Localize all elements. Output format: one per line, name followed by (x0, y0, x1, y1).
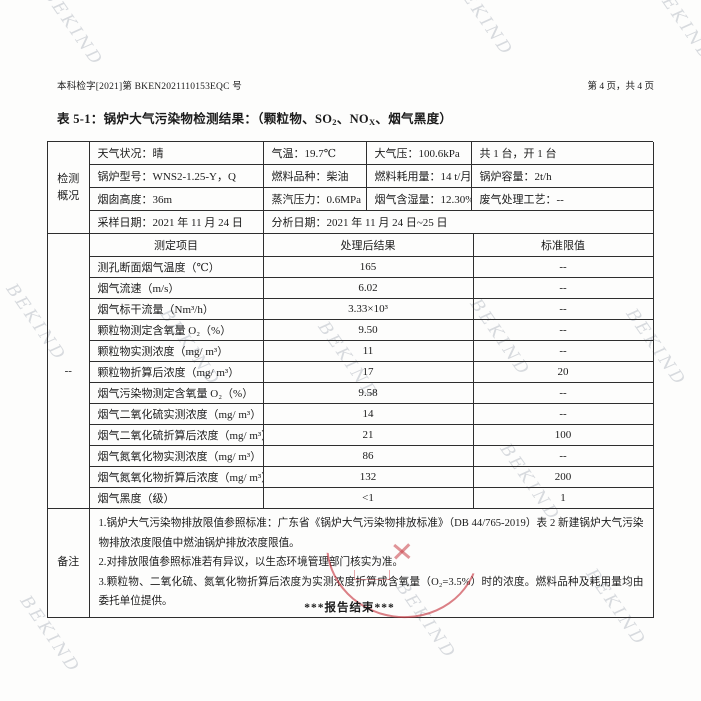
report-table: 检测 概况 天气状况：晴 气温：19.7℃ 大气压：100.6kPa 共 1 台，… (47, 141, 654, 618)
remarks-text: 1.锅炉大气污染物排放限值参照标准：广东省《锅炉大气污染物排放标准》（DB 44… (89, 509, 654, 618)
limit-cell: -- (473, 445, 654, 467)
table-row: 烟气黑度（级） <1 1 (48, 487, 654, 509)
col-header-limit: 标准限值 (473, 234, 654, 257)
doc-number: 本科检字[2021]第 BKEN2021110153EQC 号 (57, 82, 242, 92)
chimney-height-cell: 烟囱高度：36m (89, 187, 264, 211)
limit-cell: -- (473, 340, 654, 362)
limit-cell: 20 (473, 361, 654, 383)
steam-pressure-cell: 蒸汽压力：0.6MPa (263, 187, 367, 211)
item-cell: 烟气二氧化硫折算后浓度（mg/ m³） (89, 424, 264, 446)
table-row: 烟气二氧化硫实测浓度（mg/ m³） 14 -- (48, 403, 654, 425)
pressure-cell: 大气压：100.6kPa (366, 142, 472, 165)
table-row: 烟气氮氧化物实测浓度（mg/ m³） 86 -- (48, 445, 654, 467)
item-cell: 测孔断面烟气温度（℃） (89, 256, 264, 278)
remarks-table: 备注 1.锅炉大气污染物排放限值参照标准：广东省《锅炉大气污染物排放标准》（DB… (48, 509, 654, 618)
weather-cell: 天气状况：晴 (89, 142, 264, 165)
limit-cell: 1 (473, 487, 654, 509)
limit-cell: 200 (473, 466, 654, 488)
item-cell: 烟气二氧化硫实测浓度（mg/ m³） (89, 403, 264, 425)
col-header-result: 处理后结果 (263, 234, 474, 257)
nox-subscript: X (368, 117, 376, 127)
result-cell: 21 (263, 424, 474, 446)
limit-cell: 100 (473, 424, 654, 446)
results-table: -- 测定项目 处理后结果 标准限值 测孔断面烟气温度（℃） 165 -- 烟气流速… (48, 234, 654, 509)
table-row: 颗粒物测定含氧量 O₂（%） 9.50 -- (48, 319, 654, 341)
table-row: 烟气流速（m/s） 6.02 -- (48, 277, 654, 299)
item-cell: 烟气流速（m/s） (89, 277, 264, 299)
table-row: 烟气标干流量（Nm³/h） 3.33×10³ -- (48, 298, 654, 320)
sampling-date-cell: 采样日期：2021 年 11 月 24 日 (89, 210, 264, 234)
item-cell: 烟气黑度（级） (89, 487, 264, 509)
overview-section-label: 检测 概况 (48, 142, 90, 234)
result-cell: 9.50 (263, 319, 474, 341)
item-cell: 烟气氮氧化物实测浓度（mg/ m³） (89, 445, 264, 467)
table-row: 备注 1.锅炉大气污染物排放限值参照标准：广东省《锅炉大气污染物排放标准》（DB… (48, 509, 654, 618)
item-cell: 烟气标干流量（Nm³/h） (89, 298, 264, 320)
result-cell: 14 (263, 403, 474, 425)
table-row: 烟气氮氧化物折算后浓度（mg/ m³） 132 200 (48, 466, 654, 488)
treatment-process-cell: 废气处理工艺：-- (471, 187, 654, 211)
result-cell: 3.33×10³ (263, 298, 474, 320)
item-cell: 颗粒物折算后浓度（mg/ m³） (89, 361, 264, 383)
table-row: 检测 概况 天气状况：晴 气温：19.7℃ 大气压：100.6kPa 共 1 台，… (48, 142, 654, 234)
table-title-text: 表 5-1：锅炉大气污染物检测结果：（颗粒物、SO (57, 112, 333, 126)
boiler-capacity-cell: 锅炉容量：2t/h (471, 164, 654, 188)
table-title: 表 5-1：锅炉大气污染物检测结果：（颗粒物、SO2、NOX、烟气黑度） (57, 108, 452, 127)
result-cell: 86 (263, 445, 474, 467)
table-header-row: -- 测定项目 处理后结果 标准限值 (48, 234, 654, 509)
units-count-cell: 共 1 台，开 1 台 (471, 142, 654, 165)
remark-line: 3.颗粒物、二氧化硫、氮氧化物折算后浓度为实测浓度折算成含氧量（O₂=3.5%）… (98, 576, 644, 608)
table-title-text: 、烟气黑度） (375, 112, 453, 126)
page-number: 第 4 页，共 4 页 (587, 82, 654, 92)
overview-table: 检测 概况 天气状况：晴 气温：19.7℃ 大气压：100.6kPa 共 1 台，… (48, 142, 654, 234)
limit-cell: -- (473, 256, 654, 278)
table-row: 测孔断面烟气温度（℃） 165 -- (48, 256, 654, 278)
table-row: 颗粒物折算后浓度（mg/ m³） 17 20 (48, 361, 654, 383)
remark-line: 1.锅炉大气污染物排放限值参照标准：广东省《锅炉大气污染物排放标准》（DB 44… (98, 518, 644, 549)
result-cell: 6.02 (263, 277, 474, 299)
fuel-type-cell: 燃料品种：柴油 (263, 164, 367, 188)
limit-cell: -- (473, 403, 654, 425)
bekind-watermark: BEKIND (38, 0, 108, 71)
table-row: 烟囱高度：36m 蒸汽压力：0.6MPa 烟气含湿量：12.30% 废气处理工艺… (48, 187, 654, 211)
limit-cell: -- (473, 277, 654, 299)
boiler-model-cell: 锅炉型号：WNS2-1.25-Y，Q (89, 164, 264, 188)
fuel-consumption-cell: 燃料耗用量：14 t/月 (366, 164, 472, 188)
result-cell: 132 (263, 466, 474, 488)
result-cell: 9.58 (263, 382, 474, 404)
table-title-text: 、NO (336, 112, 369, 126)
so2-subscript: 2 (332, 117, 337, 127)
remark-line: 2.对排放限值参照标准若有异议，以生态环境管理部门核实为准。 (98, 557, 404, 568)
table-row: 锅炉型号：WNS2-1.25-Y，Q 燃料品种：柴油 燃料耗用量：14 t/月 … (48, 164, 654, 188)
bekind-watermark: BEKIND (448, 0, 518, 61)
result-cell: 17 (263, 361, 474, 383)
analysis-date-cell: 分析日期：2021 年 11 月 24 日~25 日 (263, 210, 654, 234)
limit-cell: -- (473, 382, 654, 404)
limit-cell: -- (473, 319, 654, 341)
item-cell: 烟气污染物测定含氧量 O₂（%） (89, 382, 264, 404)
table-row: 烟气污染物测定含氧量 O₂（%） 9.58 -- (48, 382, 654, 404)
table-row: 烟气二氧化硫折算后浓度（mg/ m³） 21 100 (48, 424, 654, 446)
bekind-watermark: BEKIND (648, 0, 701, 66)
table-row: 采样日期：2021 年 11 月 24 日 分析日期：2021 年 11 月 2… (48, 210, 654, 234)
limit-cell: -- (473, 298, 654, 320)
item-cell: 烟气氮氧化物折算后浓度（mg/ m³） (89, 466, 264, 488)
report-end-note: ***报告结束*** (304, 602, 395, 614)
col-header-item: 测定项目 (89, 234, 264, 257)
result-cell: 11 (263, 340, 474, 362)
item-cell: 颗粒物实测浓度（mg/ m³） (89, 340, 264, 362)
air-temp-cell: 气温：19.7℃ (263, 142, 367, 165)
remarks-label: 备注 (48, 509, 90, 618)
results-section-label: -- (48, 234, 90, 509)
item-cell: 颗粒物测定含氧量 O₂（%） (89, 319, 264, 341)
result-cell: <1 (263, 487, 474, 509)
table-row: 颗粒物实测浓度（mg/ m³） 11 -- (48, 340, 654, 362)
moisture-cell: 烟气含湿量：12.30% (366, 187, 472, 211)
result-cell: 165 (263, 256, 474, 278)
